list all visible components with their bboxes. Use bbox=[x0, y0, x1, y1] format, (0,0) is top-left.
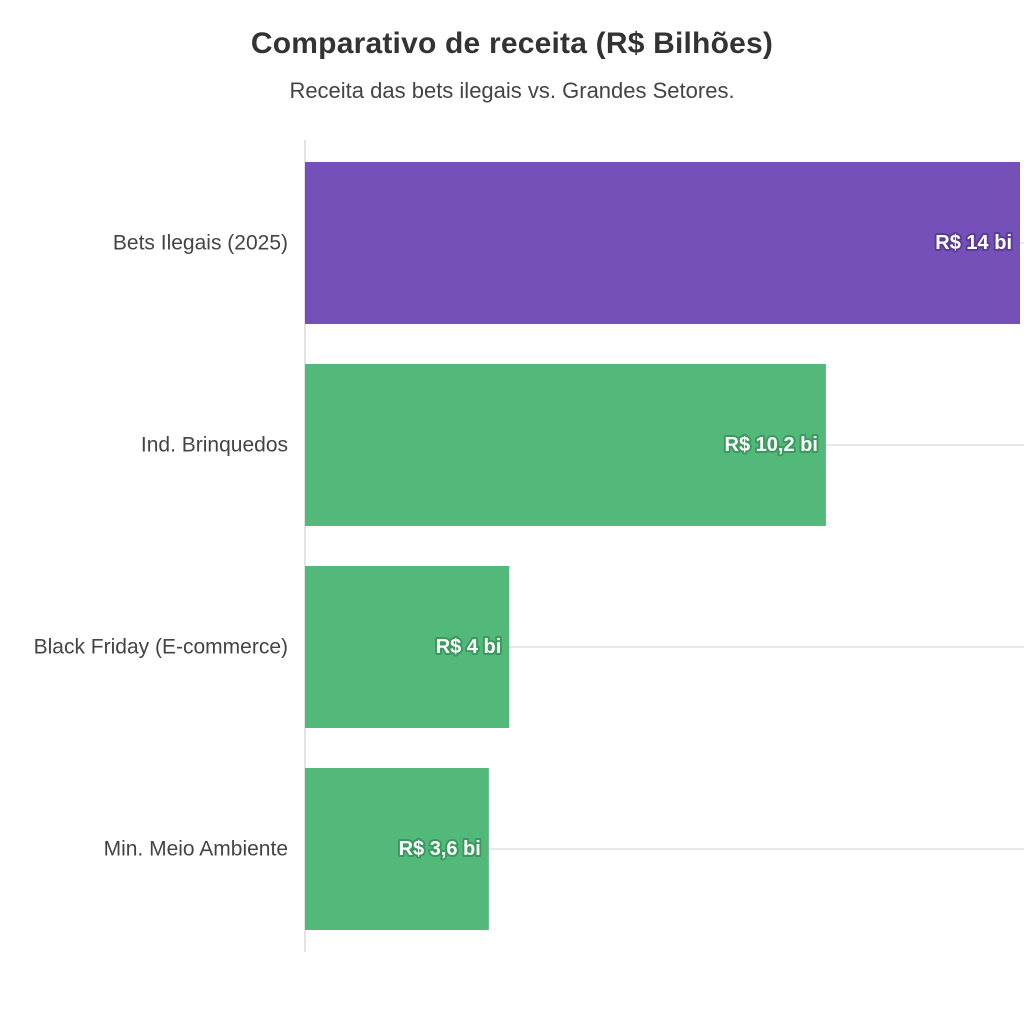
bar bbox=[305, 768, 489, 930]
chart-subtitle: Receita das bets ilegais vs. Grandes Set… bbox=[289, 78, 735, 103]
data-label: R$ 4 bi bbox=[436, 636, 502, 658]
data-label: R$ 14 bi bbox=[935, 232, 1012, 254]
category-label: Black Friday (E-commerce) bbox=[34, 636, 288, 659]
data-label: R$ 10,2 bi bbox=[725, 434, 818, 456]
category-label: Ind. Brinquedos bbox=[141, 434, 288, 457]
category-label: Bets Ilegais (2025) bbox=[113, 232, 288, 255]
bar bbox=[305, 566, 510, 728]
bar bbox=[305, 162, 1020, 324]
bar bbox=[305, 364, 826, 526]
data-label: R$ 3,6 bi bbox=[399, 838, 481, 860]
category-label: Min. Meio Ambiente bbox=[104, 838, 288, 861]
chart-title: Comparativo de receita (R$ Bilhões) bbox=[250, 27, 774, 60]
